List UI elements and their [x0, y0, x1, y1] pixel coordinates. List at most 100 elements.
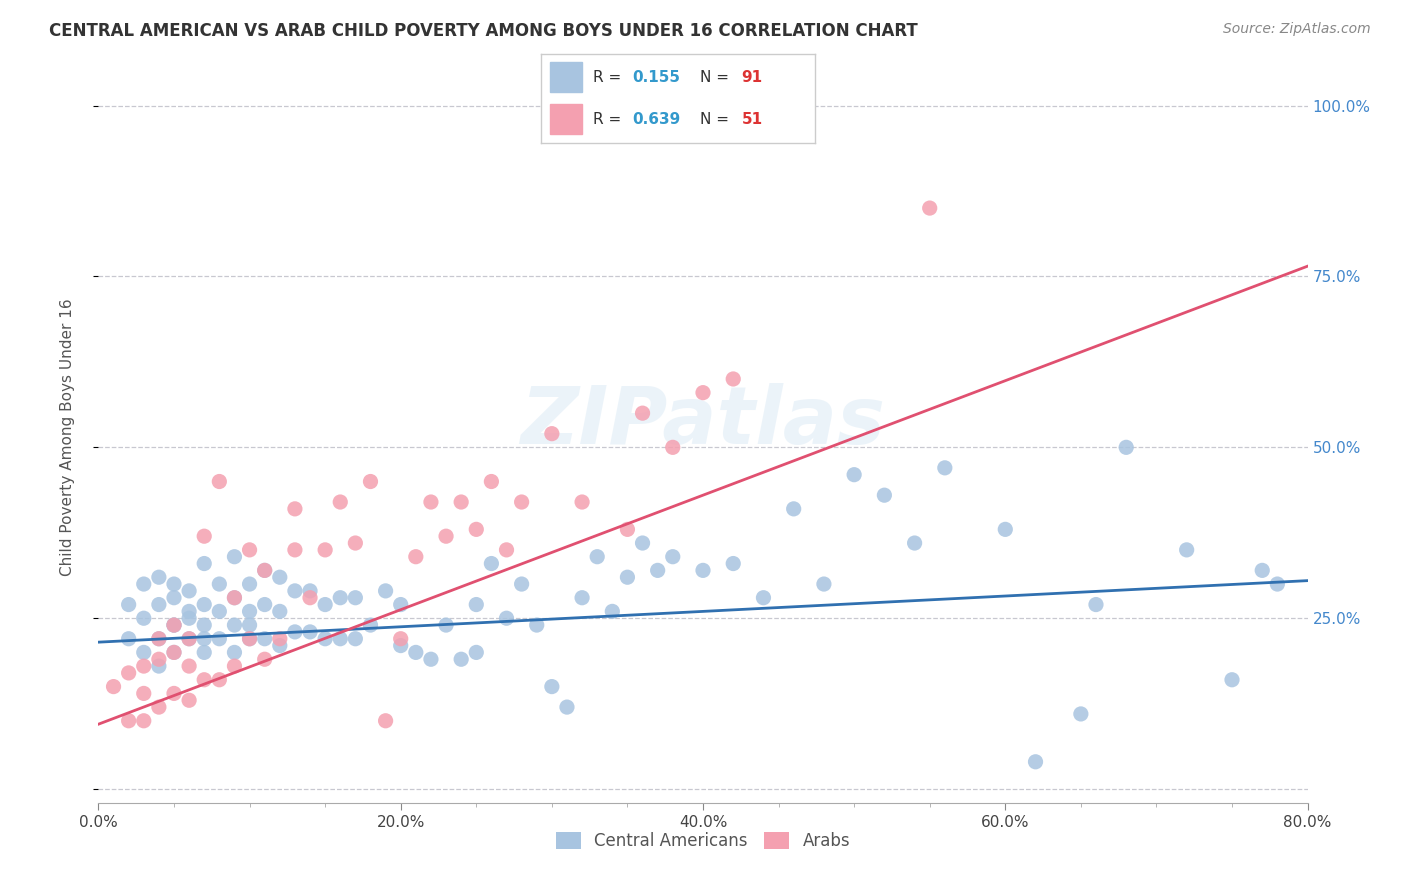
- Point: [163, 645, 186, 659]
- Point: [904, 536, 927, 550]
- Point: [163, 591, 186, 605]
- Point: [555, 700, 578, 714]
- Point: [284, 583, 307, 598]
- Point: [752, 591, 775, 605]
- Point: [374, 583, 396, 598]
- Text: N =: N =: [700, 70, 734, 85]
- Point: [163, 577, 186, 591]
- Point: [148, 632, 170, 646]
- Point: [723, 557, 745, 571]
- Point: [1175, 542, 1198, 557]
- Text: 91: 91: [741, 70, 762, 85]
- Point: [420, 495, 443, 509]
- Point: [405, 645, 427, 659]
- Point: [224, 549, 246, 564]
- Point: [132, 611, 155, 625]
- Point: [224, 645, 246, 659]
- Point: [616, 522, 638, 536]
- Point: [208, 632, 231, 646]
- Point: [389, 598, 412, 612]
- Point: [118, 598, 141, 612]
- Point: [314, 542, 336, 557]
- Point: [1267, 577, 1289, 591]
- Point: [994, 522, 1017, 536]
- Point: [193, 645, 215, 659]
- Point: [163, 618, 186, 632]
- Point: [179, 604, 201, 618]
- Point: [208, 673, 231, 687]
- Point: [450, 495, 472, 509]
- Point: [179, 583, 201, 598]
- Point: [450, 652, 472, 666]
- Point: [510, 577, 533, 591]
- Point: [193, 632, 215, 646]
- Text: 0.155: 0.155: [631, 70, 679, 85]
- Point: [510, 495, 533, 509]
- Point: [1251, 563, 1274, 577]
- Point: [179, 611, 201, 625]
- Point: [1085, 598, 1108, 612]
- Text: Source: ZipAtlas.com: Source: ZipAtlas.com: [1223, 22, 1371, 37]
- Point: [253, 563, 276, 577]
- Point: [148, 570, 170, 584]
- Point: [360, 618, 382, 632]
- Point: [193, 673, 215, 687]
- Point: [329, 495, 352, 509]
- Point: [692, 563, 714, 577]
- Point: [389, 632, 412, 646]
- Point: [269, 639, 291, 653]
- Point: [148, 632, 170, 646]
- Point: [526, 618, 548, 632]
- Point: [434, 529, 457, 543]
- Point: [118, 714, 141, 728]
- Point: [269, 570, 291, 584]
- Point: [239, 577, 262, 591]
- Point: [179, 632, 201, 646]
- Point: [132, 659, 155, 673]
- Y-axis label: Child Poverty Among Boys Under 16: Child Poverty Among Boys Under 16: [60, 298, 75, 576]
- Point: [918, 201, 941, 215]
- Point: [132, 714, 155, 728]
- Point: [661, 549, 683, 564]
- Text: 51: 51: [741, 112, 762, 127]
- Point: [269, 604, 291, 618]
- Point: [148, 700, 170, 714]
- Point: [540, 426, 562, 441]
- Point: [239, 542, 262, 557]
- Point: [132, 645, 155, 659]
- Point: [253, 563, 276, 577]
- Text: CENTRAL AMERICAN VS ARAB CHILD POVERTY AMONG BOYS UNDER 16 CORRELATION CHART: CENTRAL AMERICAN VS ARAB CHILD POVERTY A…: [49, 22, 918, 40]
- Point: [360, 475, 382, 489]
- Point: [179, 693, 201, 707]
- Point: [1070, 706, 1092, 721]
- Point: [329, 591, 352, 605]
- Point: [118, 665, 141, 680]
- Point: [344, 632, 367, 646]
- Point: [813, 577, 835, 591]
- Point: [193, 618, 215, 632]
- Point: [253, 632, 276, 646]
- Point: [844, 467, 866, 482]
- Point: [465, 598, 488, 612]
- Text: N =: N =: [700, 112, 734, 127]
- Point: [389, 639, 412, 653]
- Point: [934, 460, 956, 475]
- Point: [344, 591, 367, 605]
- Point: [647, 563, 669, 577]
- Bar: [550, 62, 582, 92]
- Point: [783, 501, 806, 516]
- Point: [253, 598, 276, 612]
- Point: [239, 632, 262, 646]
- Point: [661, 440, 683, 454]
- Point: [224, 591, 246, 605]
- Point: [1220, 673, 1243, 687]
- Text: ZIPatlas: ZIPatlas: [520, 384, 886, 461]
- Point: [163, 645, 186, 659]
- Point: [405, 549, 427, 564]
- Point: [208, 577, 231, 591]
- Point: [329, 632, 352, 646]
- Point: [344, 536, 367, 550]
- Text: R =: R =: [593, 112, 627, 127]
- Legend: Central Americans, Arabs: Central Americans, Arabs: [550, 825, 856, 856]
- Point: [1024, 755, 1046, 769]
